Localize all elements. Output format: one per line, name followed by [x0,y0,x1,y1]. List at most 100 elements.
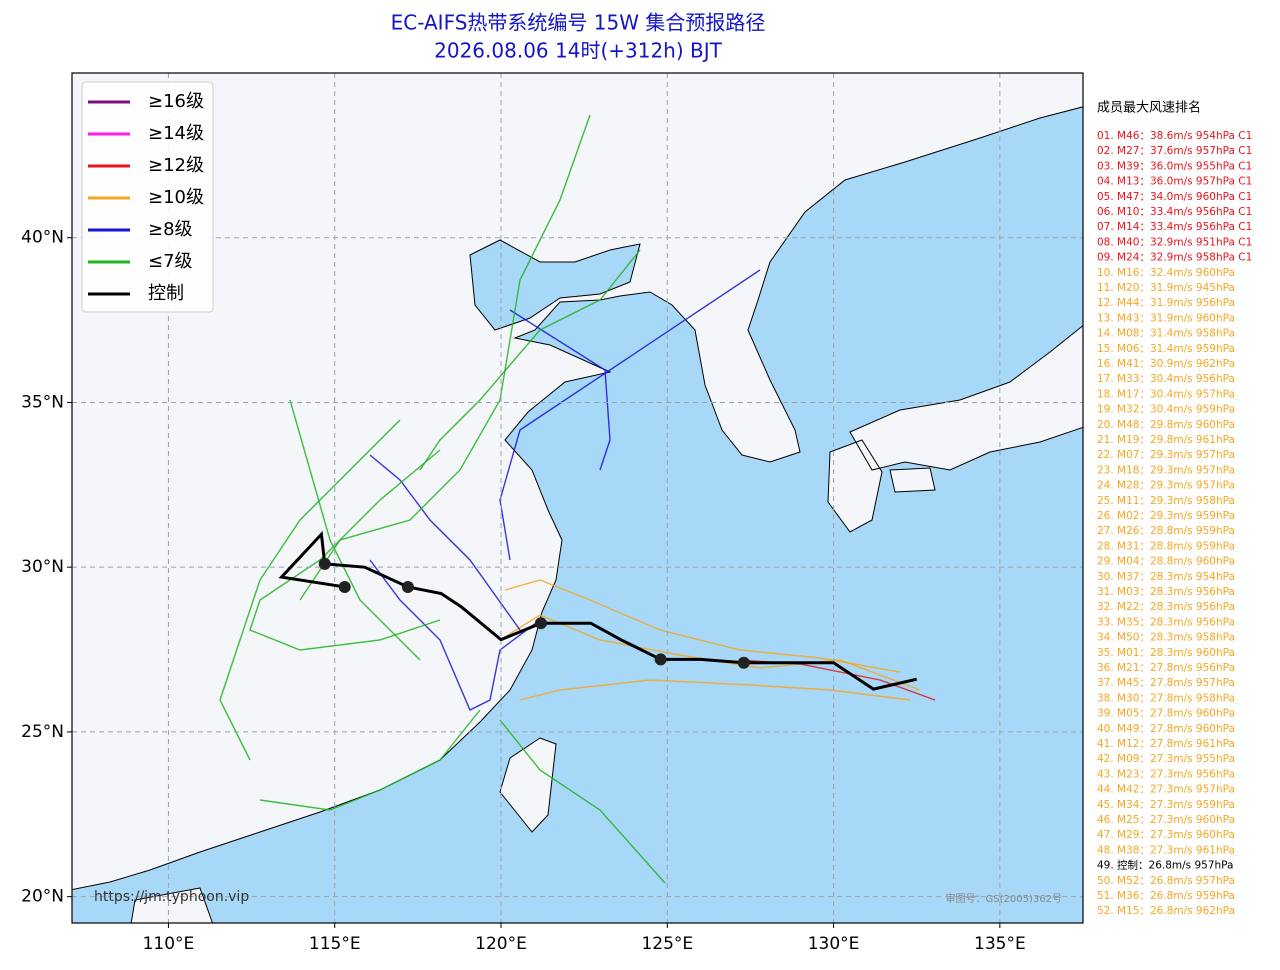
ranking-item: 08. M40：32.9m/s 951hPa C1 [1097,236,1252,248]
lat-tick-label: 20°N [21,887,64,907]
ranking-item: 19. M32：30.4m/s 959hPa [1097,404,1235,416]
ranking-item: 46. M25：27.3m/s 960hPa [1097,814,1235,826]
ranking-item: 27. M26：28.8m/s 959hPa [1097,525,1235,537]
ranking-item: 29. M04：28.8m/s 960hPa [1097,556,1235,568]
legend-label: ≥10级 [148,187,204,208]
ensemble-track [219,419,401,761]
ranking-item: 24. M28：29.3m/s 957hPa [1097,480,1235,492]
ranking-item: 03. M39：36.0m/s 955hPa C1 [1097,160,1252,172]
ranking-item: 41. M12：27.8m/s 961hPa [1097,738,1235,750]
control-position [654,653,667,666]
ranking-item: 34. M50：28.3m/s 958hPa [1097,632,1235,644]
lon-tick-label: 135°E [974,934,1026,954]
ensemble-track [504,579,901,673]
ranking-item: 49. 控制：26.8m/s 957hPa [1097,859,1233,872]
legend-label: ≥8级 [148,219,193,240]
map-area [72,73,1083,923]
legend-label: 控制 [148,283,184,304]
control-position [318,557,331,570]
ranking-item: 21. M19：29.8m/s 961hPa [1097,434,1235,446]
ranking-item: 52. M15：26.8m/s 962hPa [1097,905,1235,917]
ranking-item: 10. M16：32.4m/s 960hPa [1097,267,1235,279]
legend-label: ≥12级 [148,155,204,176]
control-position [401,580,414,593]
ranking-item: 25. M11：29.3m/s 958hPa [1097,495,1235,507]
ranking-item: 33. M35：28.3m/s 956hPa [1097,616,1235,628]
ranking-item: 13. M43：31.9m/s 960hPa [1097,312,1235,324]
ensemble-track [419,249,641,471]
ranking-item: 32. M22：28.3m/s 956hPa [1097,601,1235,613]
ranking-item: 05. M47：34.0m/s 960hPa C1 [1097,191,1252,203]
ensemble-track [519,679,911,701]
ranking-item: 12. M44：31.9m/s 956hPa [1097,297,1235,309]
control-position [338,580,351,593]
ensemble-track [369,454,521,631]
legend-label: ≤7级 [148,251,193,272]
ranking-item: 38. M30：27.8m/s 958hPa [1097,692,1235,704]
legend-label: ≥14级 [148,123,204,144]
source-url: https://jm.typhoon.vip [94,889,249,905]
ranking-item: 39. M05：27.8m/s 960hPa [1097,708,1235,720]
ensemble-track [259,709,481,811]
ranking-item: 17. M33：30.4m/s 956hPa [1097,373,1235,385]
ranking-item: 20. M48：29.8m/s 960hPa [1097,419,1235,431]
ranking-item: 35. M01：28.3m/s 960hPa [1097,647,1235,659]
lat-tick-label: 35°N [21,392,64,412]
ranking-item: 07. M14：33.4m/s 956hPa C1 [1097,221,1252,233]
ranking-item: 51. M36：26.8m/s 959hPa [1097,890,1235,902]
ranking-item: 50. M52：26.8m/s 957hPa [1097,875,1235,887]
ensemble-track [499,269,761,561]
ranking-item: 31. M03：28.3m/s 956hPa [1097,586,1235,598]
ranking-item: 11. M20：31.9m/s 945hPa [1097,282,1235,294]
lon-tick-label: 125°E [641,934,693,954]
map-frame [71,72,1084,924]
subtitle: 2026.08.06 14时(+312h) BJT [434,39,723,63]
ranking-item: 09. M24：32.9m/s 958hPa C1 [1097,252,1252,264]
title: EC-AIFS热带系统编号 15W 集合预报路径 [391,11,766,35]
ranking-item: 02. M27：37.6m/s 957hPa C1 [1097,145,1252,157]
approval-number: 审图号：GS(2005)362号 [946,892,1062,905]
ranking-item: 04. M13：36.0m/s 957hPa C1 [1097,176,1252,188]
ensemble-track [499,719,666,884]
lon-tick-label: 120°E [475,934,527,954]
ranking-item: 45. M34：27.3m/s 959hPa [1097,799,1235,811]
ranking-item: 44. M42：27.3m/s 957hPa [1097,784,1235,796]
ranking-item: 36. M21：27.8m/s 956hPa [1097,662,1235,674]
ranking-item: 22. M07：29.3m/s 957hPa [1097,449,1235,461]
lat-tick-label: 25°N [21,722,64,742]
ranking-item: 15. M06：31.4m/s 959hPa [1097,343,1235,355]
lon-tick-label: 115°E [309,934,361,954]
ranking-item: 18. M17：30.4m/s 957hPa [1097,388,1235,400]
ranking-item: 48. M38：27.3m/s 961hPa [1097,844,1235,856]
ranking-item: 06. M10：33.4m/s 956hPa C1 [1097,206,1252,218]
grid [67,73,1083,928]
ranking-item: 26. M02：29.3m/s 959hPa [1097,510,1235,522]
legend-label: ≥16级 [148,91,204,112]
bohai [469,239,641,331]
control-position [737,656,750,669]
ranking-title: 成员最大风速排名 [1097,100,1201,116]
lat-tick-label: 30°N [21,557,64,577]
ensemble-track [499,614,921,691]
ensemble-track [289,399,421,661]
taiwan [499,737,557,833]
japan [827,324,1083,533]
lat-tick-label: 40°N [21,228,64,248]
ensemble-track [299,114,591,601]
ranking-item: 30. M37：28.3m/s 954hPa [1097,571,1235,583]
control-position [534,617,547,630]
ranking-item: 28. M31：28.8m/s 959hPa [1097,540,1235,552]
ensemble-track [249,449,441,651]
ensemble-track [369,559,541,711]
ranking-item: 47. M29：27.3m/s 960hPa [1097,829,1235,841]
ranking-item: 16. M41：30.9m/s 962hPa [1097,358,1235,370]
ranking-item: 42. M09：27.3m/s 955hPa [1097,753,1235,765]
legend-box [81,81,214,313]
lon-tick-label: 130°E [808,934,860,954]
ranking-list: 01. M46：38.6m/s 954hPa C1 02. M27：37.6m/s… [1097,130,1252,917]
ranking-item: 01. M46：38.6m/s 954hPa C1 [1097,130,1252,142]
ranking-item: 37. M45：27.8m/s 957hPa [1097,677,1235,689]
ranking-item: 23. M18：29.3m/s 957hPa [1097,464,1235,476]
ranking-item: 14. M08：31.4m/s 958hPa [1097,328,1235,340]
